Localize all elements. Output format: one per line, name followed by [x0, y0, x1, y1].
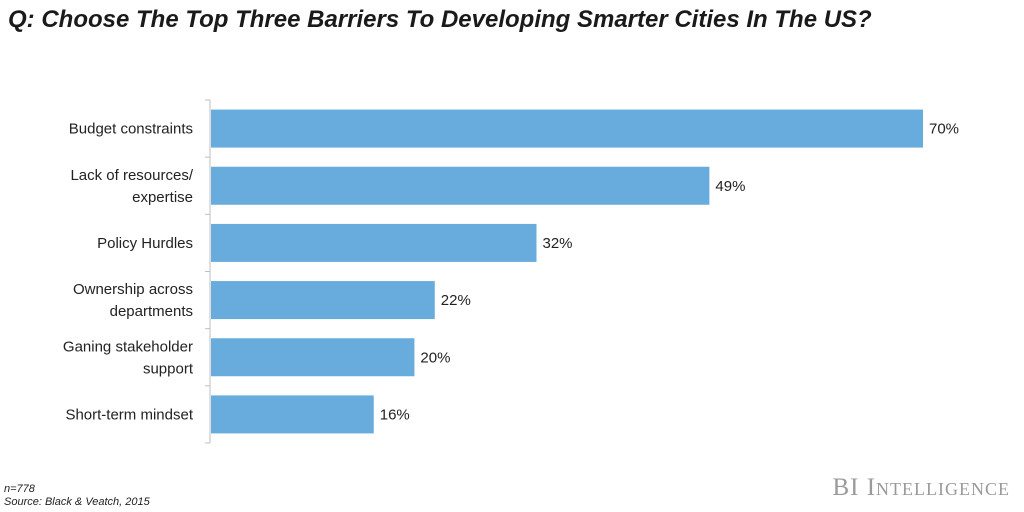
- category-label: Budget constraints: [69, 121, 193, 138]
- bar: [211, 281, 435, 320]
- data-label: 22%: [441, 292, 471, 309]
- chart-title: Q: Choose The Top Three Barriers To Deve…: [8, 6, 872, 33]
- bar: [211, 395, 374, 434]
- data-label: 16%: [380, 406, 410, 423]
- brand-logo: BI Intelligence: [832, 474, 1010, 501]
- sample-size-note: n=778: [4, 483, 35, 495]
- bar-chart: 70% Budget constraints 49% Lack of resource…: [63, 99, 959, 444]
- category-label: Short-term mindset: [65, 406, 193, 423]
- bar: [211, 223, 537, 262]
- data-label: 20%: [420, 349, 450, 366]
- data-label: 49%: [715, 178, 745, 195]
- data-label: 32%: [542, 235, 572, 252]
- bar: [211, 338, 415, 377]
- category-label: Lack of resources/expertise: [70, 167, 193, 206]
- category-label: Policy Hurdles: [97, 235, 193, 252]
- bar: [211, 166, 710, 205]
- data-label: 70%: [929, 121, 959, 138]
- bar: [211, 109, 923, 148]
- category-label: Ownership across departments: [73, 281, 193, 320]
- category-label: Ganing stakeholder support: [63, 338, 194, 377]
- source-note: Source: Black & Veatch, 2015: [4, 496, 150, 508]
